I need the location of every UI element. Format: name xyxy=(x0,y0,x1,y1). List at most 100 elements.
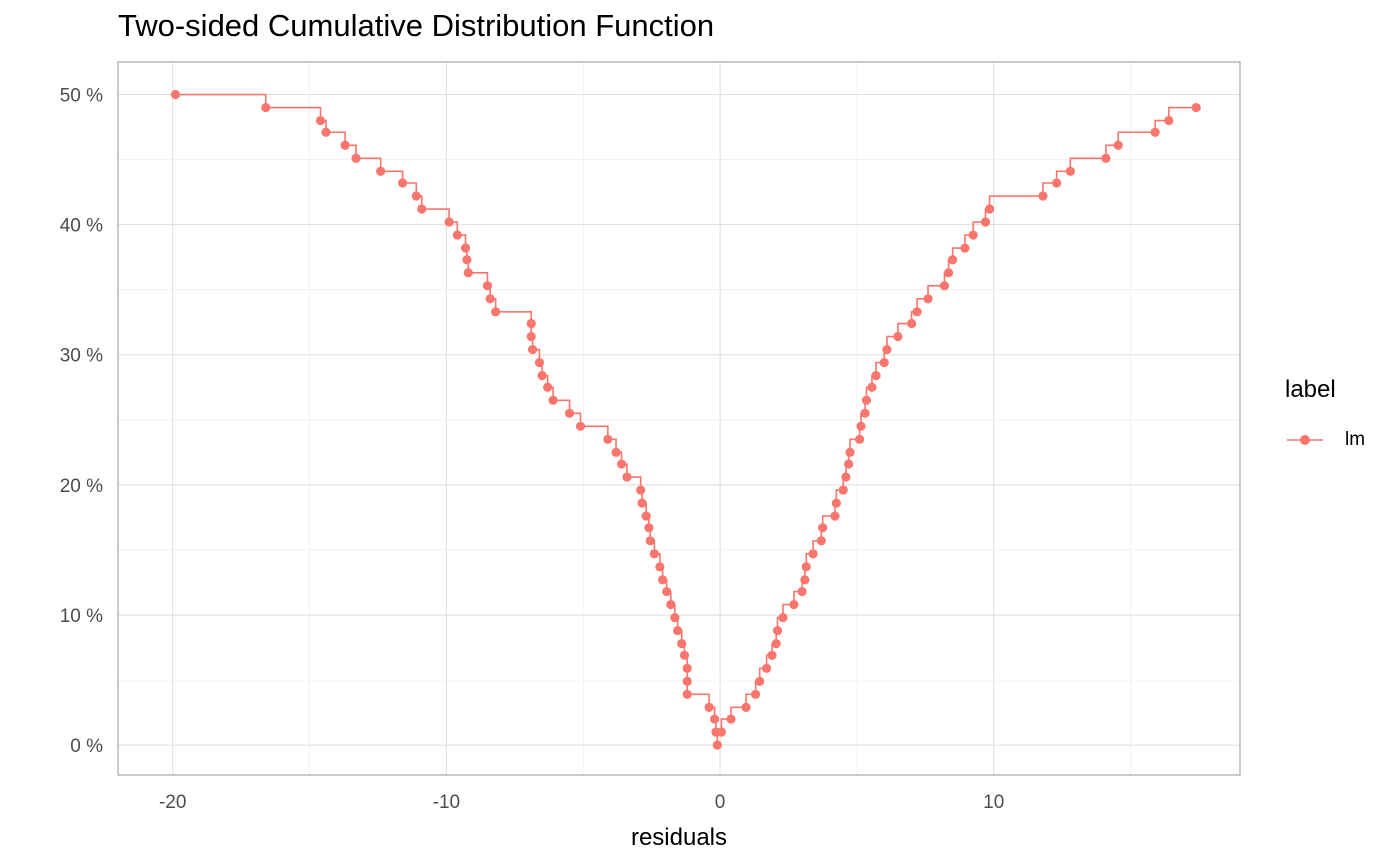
x-tick-label: 10 xyxy=(983,792,1004,813)
data-point xyxy=(645,536,655,546)
gridlines xyxy=(118,62,1240,775)
legend-key-icon xyxy=(1287,435,1323,445)
data-point xyxy=(641,511,651,521)
data-point xyxy=(772,625,783,636)
data-point xyxy=(526,318,536,329)
data-point xyxy=(1101,153,1111,163)
data-point xyxy=(666,599,676,610)
data-point xyxy=(797,586,807,597)
data-point xyxy=(548,395,558,405)
data-point xyxy=(800,575,810,585)
data-point xyxy=(636,485,646,495)
data-point xyxy=(912,307,922,317)
data-point xyxy=(893,331,903,342)
y-tick-label: 30 % xyxy=(60,346,103,367)
data-point xyxy=(655,562,665,572)
data-point xyxy=(907,318,917,329)
data-point xyxy=(845,447,855,457)
data-point xyxy=(485,294,495,304)
data-point xyxy=(867,382,877,392)
data-point xyxy=(170,89,181,100)
data-point xyxy=(1113,140,1123,150)
data-point xyxy=(649,549,659,559)
data-point xyxy=(444,217,454,227)
data-point xyxy=(861,395,872,405)
data-point xyxy=(1065,166,1075,176)
y-tick-label: 0 % xyxy=(70,736,103,757)
data-point xyxy=(838,485,848,495)
data-point xyxy=(622,472,632,482)
data-point xyxy=(315,115,326,126)
data-point xyxy=(351,153,361,163)
data-point xyxy=(1052,178,1062,188)
data-point xyxy=(948,255,958,265)
data-point xyxy=(526,331,536,342)
data-point xyxy=(376,166,386,176)
data-point xyxy=(417,204,427,214)
data-point xyxy=(871,370,881,381)
data-point xyxy=(261,102,271,113)
data-point xyxy=(452,230,462,240)
data-point xyxy=(726,714,736,724)
panel-border xyxy=(117,61,1241,776)
data-point xyxy=(771,638,781,649)
data-point xyxy=(482,281,493,291)
data-point xyxy=(411,191,421,201)
data-point xyxy=(879,357,889,368)
data-point xyxy=(751,689,761,699)
data-point xyxy=(340,140,350,150)
data-point xyxy=(741,702,751,712)
x-axis-title: residuals xyxy=(631,824,727,851)
x-tick-label: -10 xyxy=(433,792,460,813)
data-point xyxy=(543,382,553,392)
data-point xyxy=(860,408,870,418)
y-tick-labels: 0 % 10 % 20 % 30 % 40 % 50 % xyxy=(60,86,103,758)
data-point xyxy=(831,498,841,508)
data-point xyxy=(462,255,472,265)
data-point xyxy=(527,344,538,355)
series-lm-points xyxy=(170,89,1201,750)
data-point xyxy=(755,676,765,686)
data-point xyxy=(709,714,720,724)
data-point xyxy=(679,650,690,660)
data-point xyxy=(657,575,668,585)
data-point xyxy=(1191,102,1201,113)
data-point xyxy=(761,663,772,673)
data-point xyxy=(662,586,672,597)
data-point xyxy=(943,268,954,278)
legend-item-lm: lm xyxy=(1285,428,1400,452)
x-tick-label: -20 xyxy=(159,792,186,813)
data-point xyxy=(682,689,692,699)
data-point xyxy=(856,421,866,431)
y-tick-label: 20 % xyxy=(60,476,103,497)
data-point xyxy=(882,344,892,355)
y-tick-label: 50 % xyxy=(60,86,103,107)
panel-border-rect xyxy=(117,61,1241,776)
data-point xyxy=(816,536,826,546)
data-point xyxy=(767,650,777,660)
data-point xyxy=(789,599,799,610)
data-point xyxy=(939,281,950,291)
legend-label-lm: lm xyxy=(1345,429,1366,450)
y-tick-label: 40 % xyxy=(60,216,103,237)
data-point xyxy=(603,434,613,444)
data-point xyxy=(616,459,627,469)
data-point xyxy=(1164,115,1174,126)
data-point xyxy=(321,127,331,137)
data-point xyxy=(460,243,471,253)
data-point xyxy=(704,702,714,712)
data-point xyxy=(575,421,586,431)
data-point xyxy=(537,370,547,381)
data-point xyxy=(682,663,692,673)
data-point xyxy=(491,307,501,317)
data-point xyxy=(830,511,840,521)
data-point xyxy=(960,243,970,253)
data-point xyxy=(980,217,991,227)
data-point xyxy=(637,498,647,508)
y-tick-label: 10 % xyxy=(60,606,103,627)
data-point xyxy=(673,625,683,636)
data-point xyxy=(463,268,473,278)
data-point xyxy=(716,727,727,737)
data-point xyxy=(985,204,995,214)
